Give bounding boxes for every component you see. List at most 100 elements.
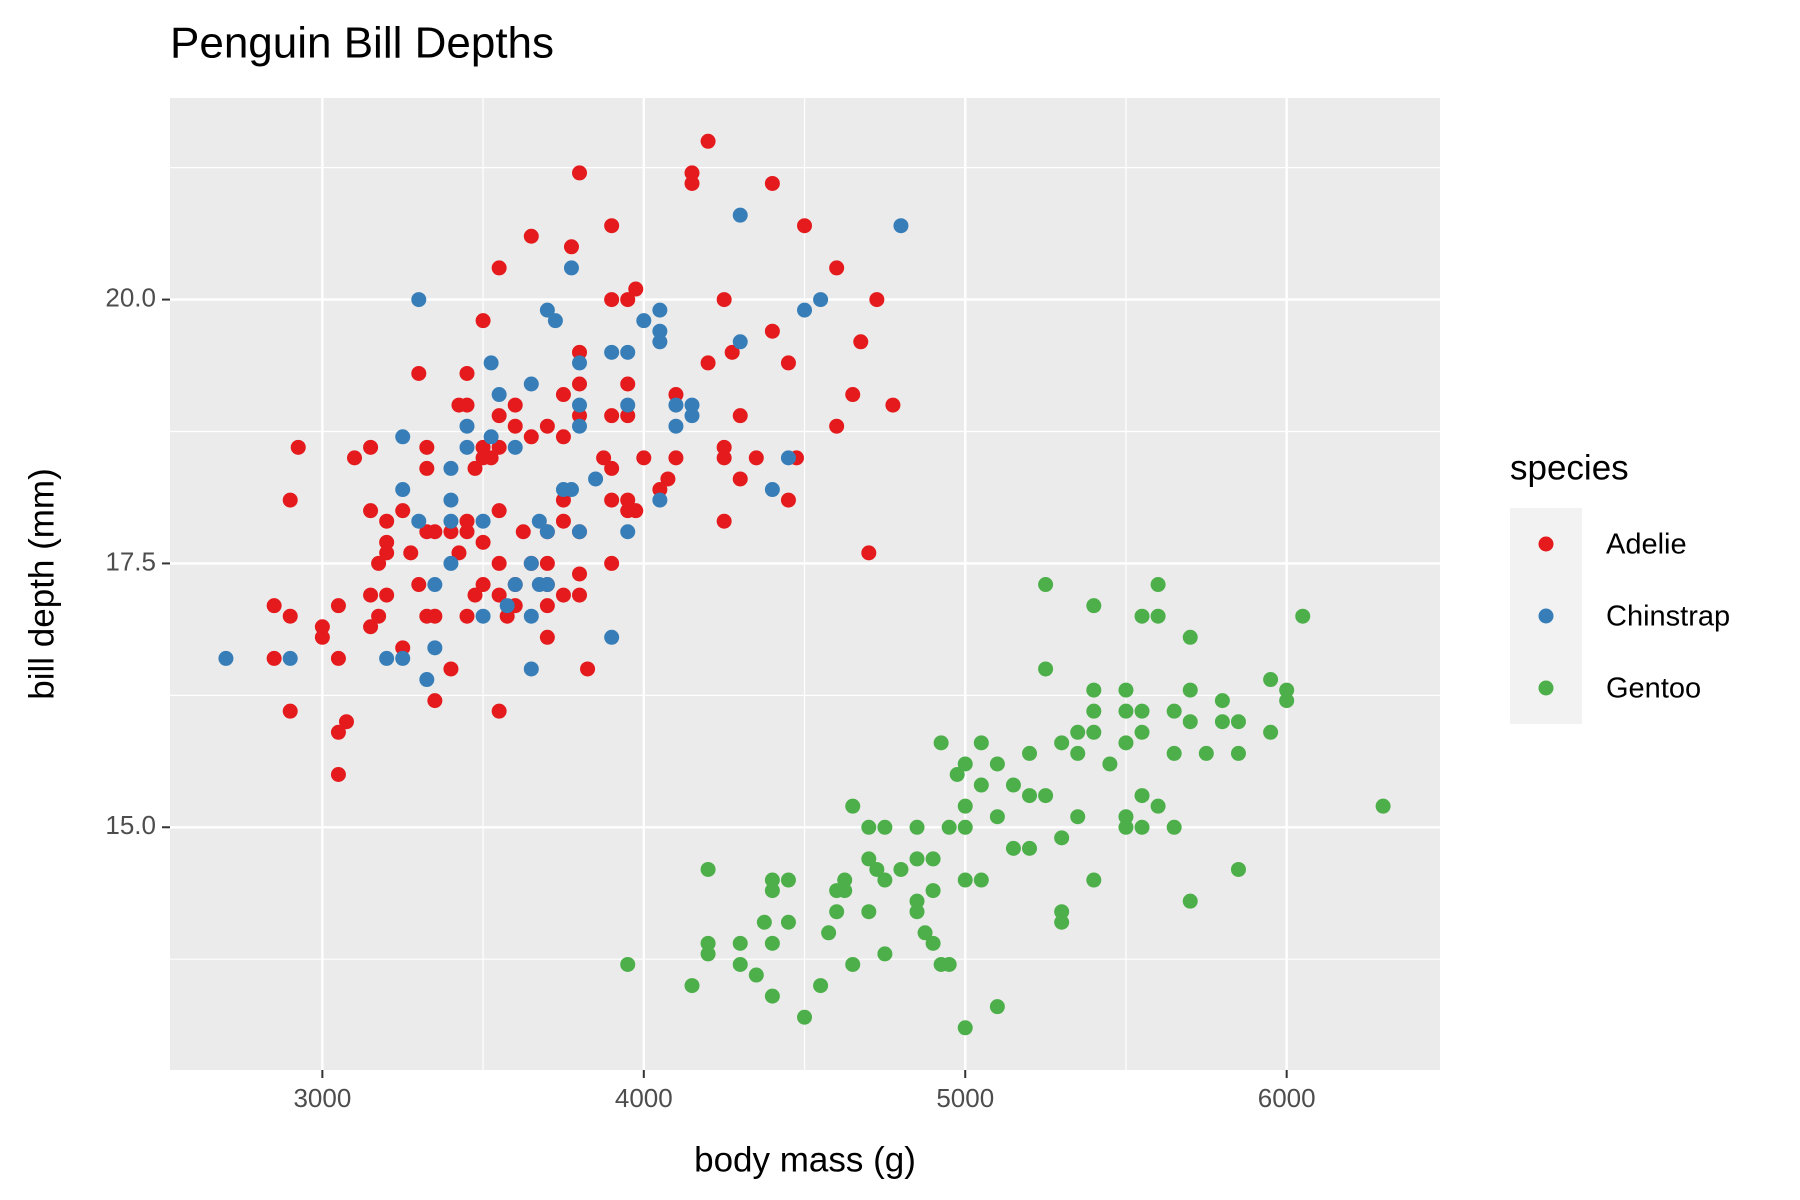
point	[1134, 724, 1150, 740]
point	[1054, 830, 1070, 846]
point	[427, 524, 443, 540]
point	[1214, 714, 1230, 730]
point	[620, 492, 636, 508]
point	[973, 777, 989, 793]
point	[668, 418, 684, 434]
point	[499, 608, 515, 624]
point	[764, 323, 780, 339]
point	[1054, 914, 1070, 930]
point	[1086, 872, 1102, 888]
point	[1086, 724, 1102, 740]
point	[539, 524, 555, 540]
point	[459, 524, 475, 540]
legend-label: Adelie	[1606, 529, 1687, 561]
legend-label: Gentoo	[1606, 673, 1701, 705]
point	[716, 450, 732, 466]
point	[483, 429, 499, 445]
point	[555, 387, 571, 403]
point	[475, 577, 491, 593]
point	[475, 608, 491, 624]
point	[764, 482, 780, 498]
point	[869, 861, 885, 877]
point	[1214, 693, 1230, 709]
point	[845, 956, 861, 972]
point	[732, 207, 748, 223]
point	[1150, 577, 1166, 593]
point	[507, 439, 523, 455]
point	[813, 978, 829, 994]
point	[443, 661, 459, 677]
point	[596, 450, 612, 466]
x-tick-label: 5000	[936, 1083, 994, 1113]
point	[1038, 661, 1054, 677]
point	[829, 904, 845, 920]
point	[628, 281, 644, 297]
point	[780, 872, 796, 888]
point	[1086, 598, 1102, 614]
point	[732, 935, 748, 951]
point	[572, 355, 588, 371]
point	[475, 439, 491, 455]
point	[780, 492, 796, 508]
point	[379, 545, 395, 561]
point	[1086, 703, 1102, 719]
point	[507, 418, 523, 434]
point	[572, 566, 588, 582]
point	[756, 914, 772, 930]
point	[973, 735, 989, 751]
y-tick-label: 17.5	[105, 546, 156, 576]
point	[572, 408, 588, 424]
point	[411, 513, 427, 529]
point	[379, 534, 395, 550]
point	[957, 872, 973, 888]
point	[290, 439, 306, 455]
point	[764, 872, 780, 888]
point	[684, 978, 700, 994]
point	[330, 650, 346, 666]
point	[861, 545, 877, 561]
point	[1182, 629, 1198, 645]
point	[531, 513, 547, 529]
point	[363, 619, 379, 635]
point	[821, 925, 837, 941]
point	[853, 334, 869, 350]
point	[909, 851, 925, 867]
point	[628, 503, 644, 519]
point	[604, 555, 620, 571]
point	[1070, 724, 1086, 740]
point	[716, 439, 732, 455]
point	[845, 387, 861, 403]
point	[572, 587, 588, 603]
point	[523, 555, 539, 571]
point	[563, 482, 579, 498]
point	[475, 534, 491, 550]
point	[395, 650, 411, 666]
point	[989, 999, 1005, 1015]
point	[451, 545, 467, 561]
point	[419, 672, 435, 688]
point	[491, 439, 507, 455]
point	[491, 387, 507, 403]
point	[395, 640, 411, 656]
point	[700, 946, 716, 962]
point	[620, 956, 636, 972]
point	[330, 724, 346, 740]
point	[523, 429, 539, 445]
point	[411, 577, 427, 593]
point	[941, 956, 957, 972]
point	[580, 661, 596, 677]
point	[1134, 788, 1150, 804]
point	[507, 397, 523, 413]
point	[459, 365, 475, 381]
point	[877, 819, 893, 835]
point	[989, 809, 1005, 825]
point	[684, 397, 700, 413]
point	[491, 260, 507, 276]
point	[933, 735, 949, 751]
point	[620, 524, 636, 540]
point	[523, 608, 539, 624]
point	[338, 714, 354, 730]
point	[459, 513, 475, 529]
point	[957, 1020, 973, 1036]
point	[780, 450, 796, 466]
